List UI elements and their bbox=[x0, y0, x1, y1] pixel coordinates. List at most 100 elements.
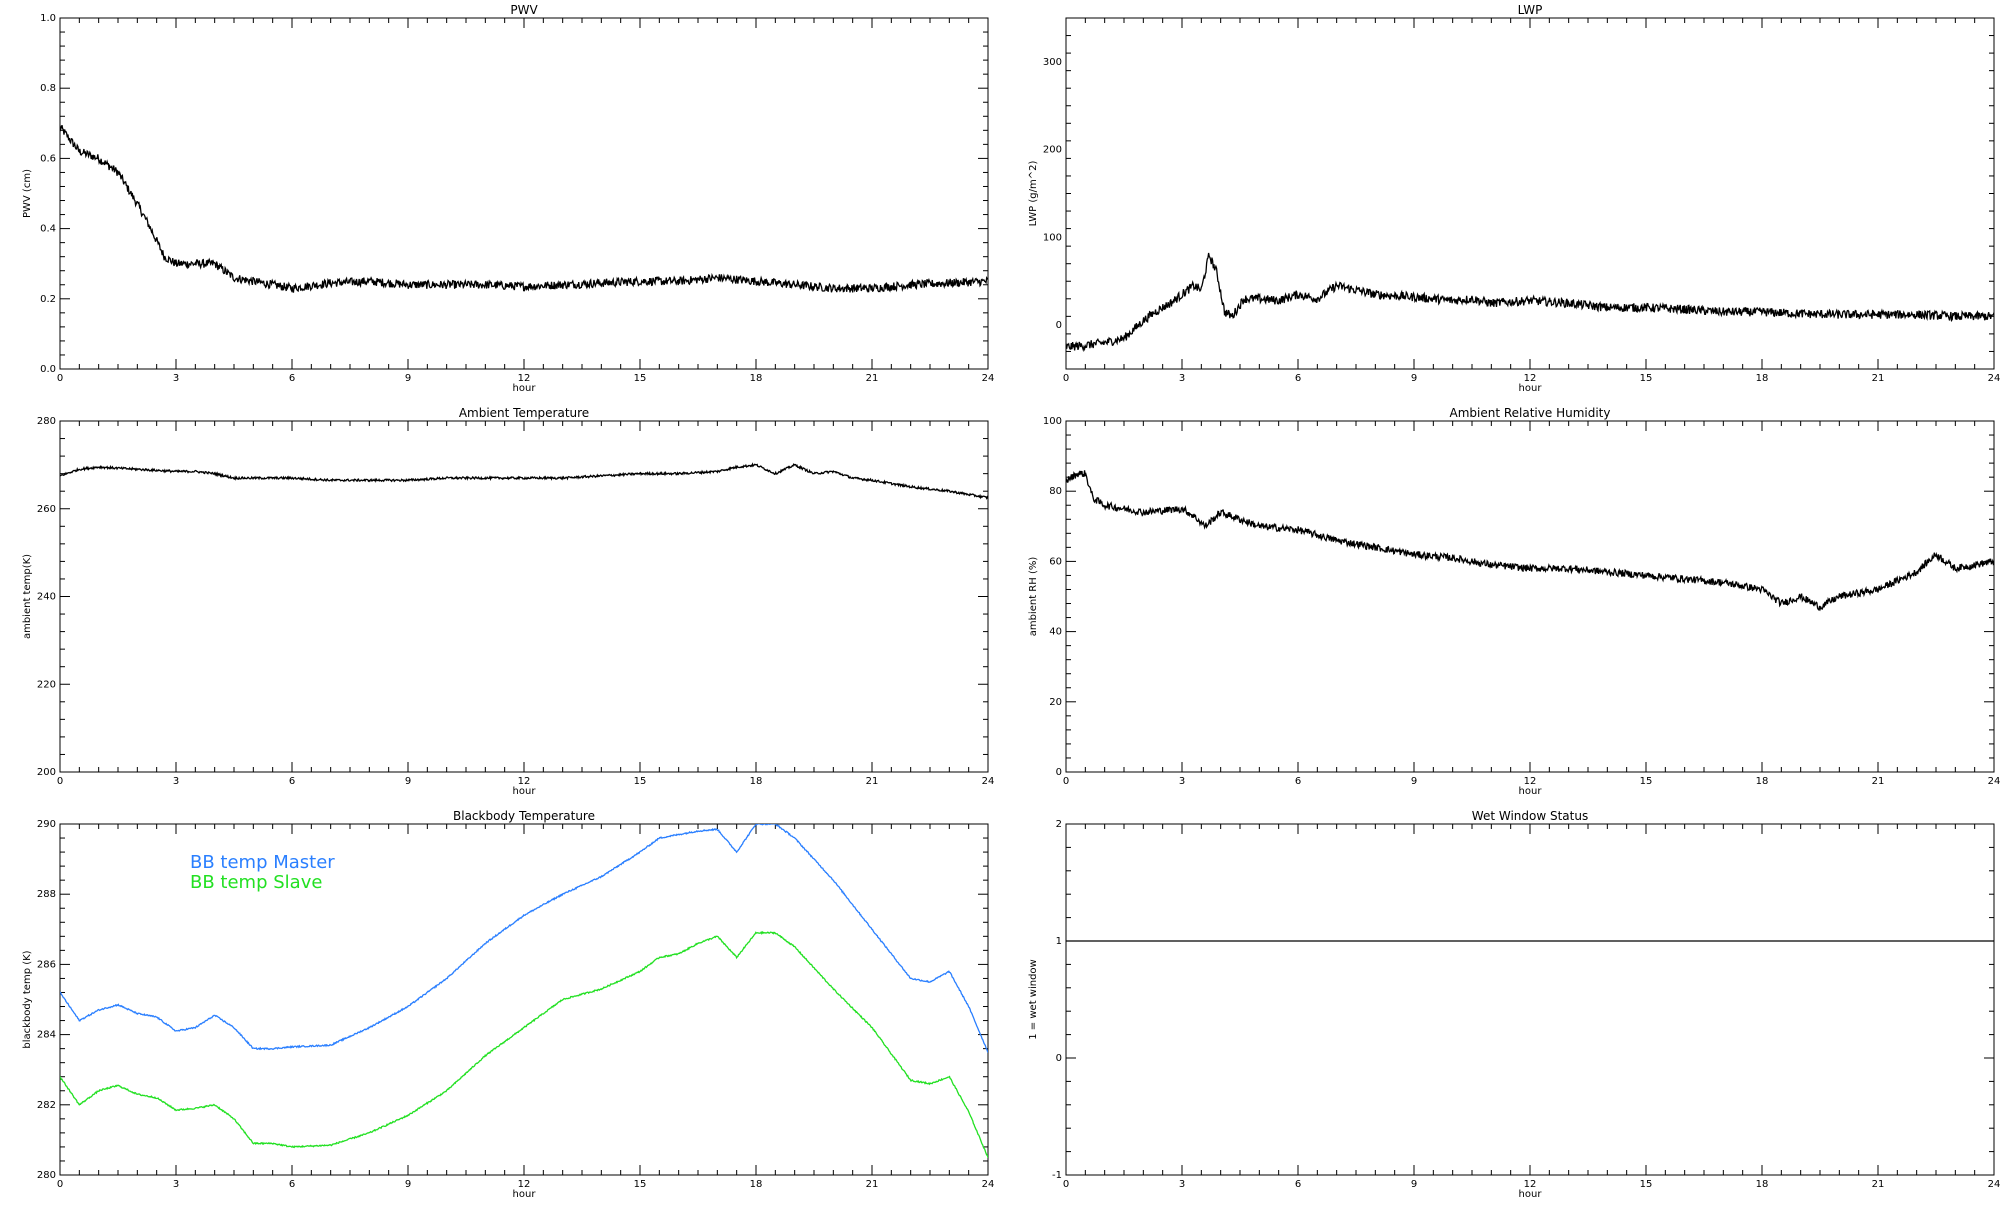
x-tick-label: 21 bbox=[866, 1179, 879, 1190]
x-tick-label: 15 bbox=[634, 1179, 647, 1190]
y-tick-label: 0 bbox=[1056, 1053, 1062, 1064]
y-axis-label: blackbody temp (K) bbox=[22, 950, 33, 1048]
y-axis-label: LWP (g/m^2) bbox=[1028, 161, 1039, 227]
x-tick-label: 15 bbox=[1640, 1179, 1653, 1190]
x-tick-label: 12 bbox=[1524, 373, 1537, 384]
x-axis-label: hour bbox=[1519, 1189, 1543, 1200]
y-tick-label: 0.8 bbox=[40, 83, 56, 94]
y-tick-label: 0.4 bbox=[40, 224, 56, 235]
y-tick-label: 60 bbox=[1049, 556, 1062, 567]
x-tick-label: 18 bbox=[750, 373, 763, 384]
x-tick-label: 3 bbox=[173, 1179, 179, 1190]
y-tick-label: 1 bbox=[1056, 936, 1062, 947]
y-tick-label: 0 bbox=[1056, 767, 1062, 778]
plot-frame bbox=[59, 17, 989, 370]
y-tick-label: 0 bbox=[1056, 320, 1062, 331]
x-tick-label: 24 bbox=[1988, 1179, 2000, 1190]
y-tick-label: 0.0 bbox=[40, 364, 56, 375]
panel-blackbody-temperature: Blackbody Temperature 0 3 6 9 12 15 18 21 24 280 28… bbox=[22, 809, 994, 1200]
x-tick-label: 0 bbox=[57, 1179, 63, 1190]
x-tick-label: 3 bbox=[1179, 1179, 1185, 1190]
plot-frame bbox=[59, 420, 989, 773]
y-tick-label: 100 bbox=[1043, 232, 1062, 243]
y-tick-label: 20 bbox=[1049, 697, 1062, 708]
chart-title: Blackbody Temperature bbox=[453, 809, 595, 823]
plot-frame bbox=[1065, 823, 1995, 1176]
y-tick-label: 240 bbox=[37, 592, 56, 603]
x-axis-label: hour bbox=[513, 1189, 537, 1200]
x-tick-label: 6 bbox=[1295, 1179, 1301, 1190]
x-tick-label: 18 bbox=[1756, 776, 1769, 787]
x-tick-label: 9 bbox=[405, 373, 411, 384]
x-tick-label: 9 bbox=[1411, 776, 1417, 787]
x-tick-label: 12 bbox=[1524, 776, 1537, 787]
x-axis-label: hour bbox=[513, 383, 537, 394]
y-tick-label: 2 bbox=[1056, 819, 1062, 830]
x-tick-label: 21 bbox=[866, 776, 879, 787]
x-tick-label: 21 bbox=[866, 373, 879, 384]
x-tick-label: 12 bbox=[518, 776, 531, 787]
x-tick-label: 12 bbox=[518, 1179, 531, 1190]
legend-entry: BB temp Slave bbox=[190, 872, 322, 893]
y-tick-label: 290 bbox=[37, 819, 56, 830]
x-tick-label: 0 bbox=[57, 776, 63, 787]
chart-title: Ambient Relative Humidity bbox=[1450, 406, 1611, 420]
x-tick-label: 15 bbox=[634, 373, 647, 384]
plot-frame bbox=[1065, 420, 1995, 773]
x-tick-label: 18 bbox=[1756, 373, 1769, 384]
x-tick-label: 15 bbox=[1640, 373, 1653, 384]
x-tick-label: 9 bbox=[1411, 373, 1417, 384]
y-tick-label: 280 bbox=[37, 1170, 56, 1181]
x-tick-label: 24 bbox=[982, 1179, 995, 1190]
y-axis-label: ambient temp(K) bbox=[22, 554, 33, 639]
x-tick-label: 6 bbox=[289, 373, 295, 384]
x-tick-label: 3 bbox=[1179, 776, 1185, 787]
series-line-ambient-relative-humidity bbox=[1066, 470, 1994, 612]
x-tick-label: 18 bbox=[750, 776, 763, 787]
panel-lwp: LWP 0 3 6 9 12 15 18 21 24 0 100 200 300 hour LWP (g/m^… bbox=[1028, 3, 2000, 394]
series-line-bb-temp-slave bbox=[60, 930, 988, 1159]
x-tick-label: 3 bbox=[173, 373, 179, 384]
y-tick-label: -1 bbox=[1052, 1170, 1062, 1181]
x-tick-label: 0 bbox=[1063, 776, 1069, 787]
y-tick-label: 0.2 bbox=[40, 294, 56, 305]
x-tick-label: 12 bbox=[1524, 1179, 1537, 1190]
y-tick-label: 100 bbox=[1043, 416, 1062, 427]
x-tick-label: 15 bbox=[1640, 776, 1653, 787]
x-tick-label: 21 bbox=[1872, 776, 1885, 787]
x-tick-label: 3 bbox=[173, 776, 179, 787]
x-tick-label: 18 bbox=[750, 1179, 763, 1190]
x-tick-label: 21 bbox=[1872, 1179, 1885, 1190]
y-axis-label: 1 = wet window bbox=[1028, 959, 1039, 1039]
y-tick-label: 286 bbox=[37, 959, 56, 970]
x-tick-label: 9 bbox=[405, 776, 411, 787]
y-tick-label: 284 bbox=[37, 1030, 56, 1041]
chart-title: PWV bbox=[510, 3, 538, 17]
y-tick-label: 40 bbox=[1049, 627, 1062, 638]
y-tick-label: 1.0 bbox=[40, 13, 56, 24]
chart-title: Ambient Temperature bbox=[459, 406, 589, 420]
chart-title: Wet Window Status bbox=[1472, 809, 1588, 823]
x-tick-label: 24 bbox=[982, 373, 995, 384]
panel-ambient-temperature: Ambient Temperature 0 3 6 9 12 15 18 21 24 200 220 2… bbox=[22, 406, 994, 797]
plot-frame bbox=[1065, 17, 1995, 370]
chart-title: LWP bbox=[1518, 3, 1543, 17]
legend-entry: BB temp Master bbox=[190, 852, 335, 873]
x-axis-label: hour bbox=[1519, 786, 1543, 797]
x-tick-label: 9 bbox=[1411, 1179, 1417, 1190]
x-tick-label: 6 bbox=[289, 776, 295, 787]
series-line-pwv bbox=[60, 124, 988, 293]
y-tick-label: 200 bbox=[37, 767, 56, 778]
y-axis-label: ambient RH (%) bbox=[1028, 557, 1039, 637]
x-tick-label: 12 bbox=[518, 373, 531, 384]
x-tick-label: 9 bbox=[405, 1179, 411, 1190]
y-tick-label: 282 bbox=[37, 1100, 56, 1111]
series-line-lwp bbox=[1066, 252, 1994, 353]
panel-ambient-relative-humidity: Ambient Relative Humidity 0 3 6 9 12 15 18 21 24 0… bbox=[1028, 406, 2000, 797]
y-tick-label: 200 bbox=[1043, 145, 1062, 156]
x-tick-label: 21 bbox=[1872, 373, 1885, 384]
x-tick-label: 6 bbox=[289, 1179, 295, 1190]
